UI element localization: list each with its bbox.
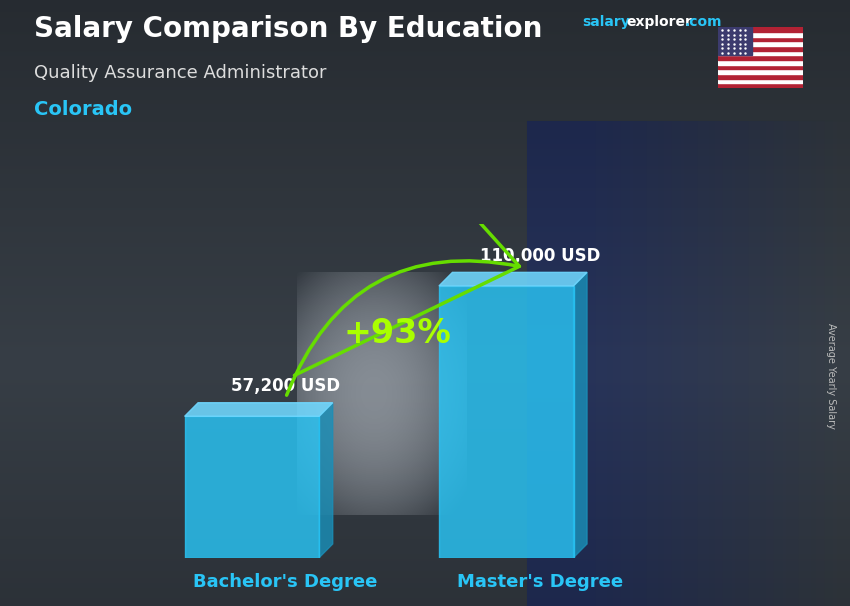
Bar bbox=[718, 60, 803, 65]
Text: Master's Degree: Master's Degree bbox=[456, 573, 623, 591]
Bar bbox=[718, 79, 803, 83]
Bar bbox=[718, 74, 803, 79]
Text: salary: salary bbox=[582, 15, 630, 29]
Text: Bachelor's Degree: Bachelor's Degree bbox=[194, 573, 377, 591]
Bar bbox=[718, 55, 803, 60]
Bar bbox=[439, 286, 574, 558]
Bar bbox=[184, 416, 320, 558]
Bar bbox=[718, 46, 803, 50]
Bar bbox=[718, 27, 752, 55]
Bar bbox=[718, 27, 803, 32]
FancyArrowPatch shape bbox=[286, 81, 519, 395]
Polygon shape bbox=[184, 403, 332, 416]
Polygon shape bbox=[574, 272, 587, 558]
Text: Average Yearly Salary: Average Yearly Salary bbox=[826, 323, 836, 428]
Bar bbox=[718, 83, 803, 88]
Polygon shape bbox=[439, 272, 587, 286]
Text: +93%: +93% bbox=[344, 317, 451, 350]
Text: Salary Comparison By Education: Salary Comparison By Education bbox=[34, 15, 542, 43]
Bar bbox=[718, 36, 803, 41]
Polygon shape bbox=[320, 403, 332, 558]
Text: explorer: explorer bbox=[626, 15, 692, 29]
Bar bbox=[718, 50, 803, 55]
Text: 57,200 USD: 57,200 USD bbox=[231, 378, 340, 395]
Text: Colorado: Colorado bbox=[34, 100, 132, 119]
Text: .com: .com bbox=[684, 15, 722, 29]
Bar bbox=[718, 69, 803, 74]
Bar bbox=[718, 32, 803, 36]
Bar bbox=[718, 65, 803, 69]
Bar bbox=[718, 41, 803, 46]
Text: Quality Assurance Administrator: Quality Assurance Administrator bbox=[34, 64, 326, 82]
Text: 110,000 USD: 110,000 USD bbox=[479, 247, 600, 265]
